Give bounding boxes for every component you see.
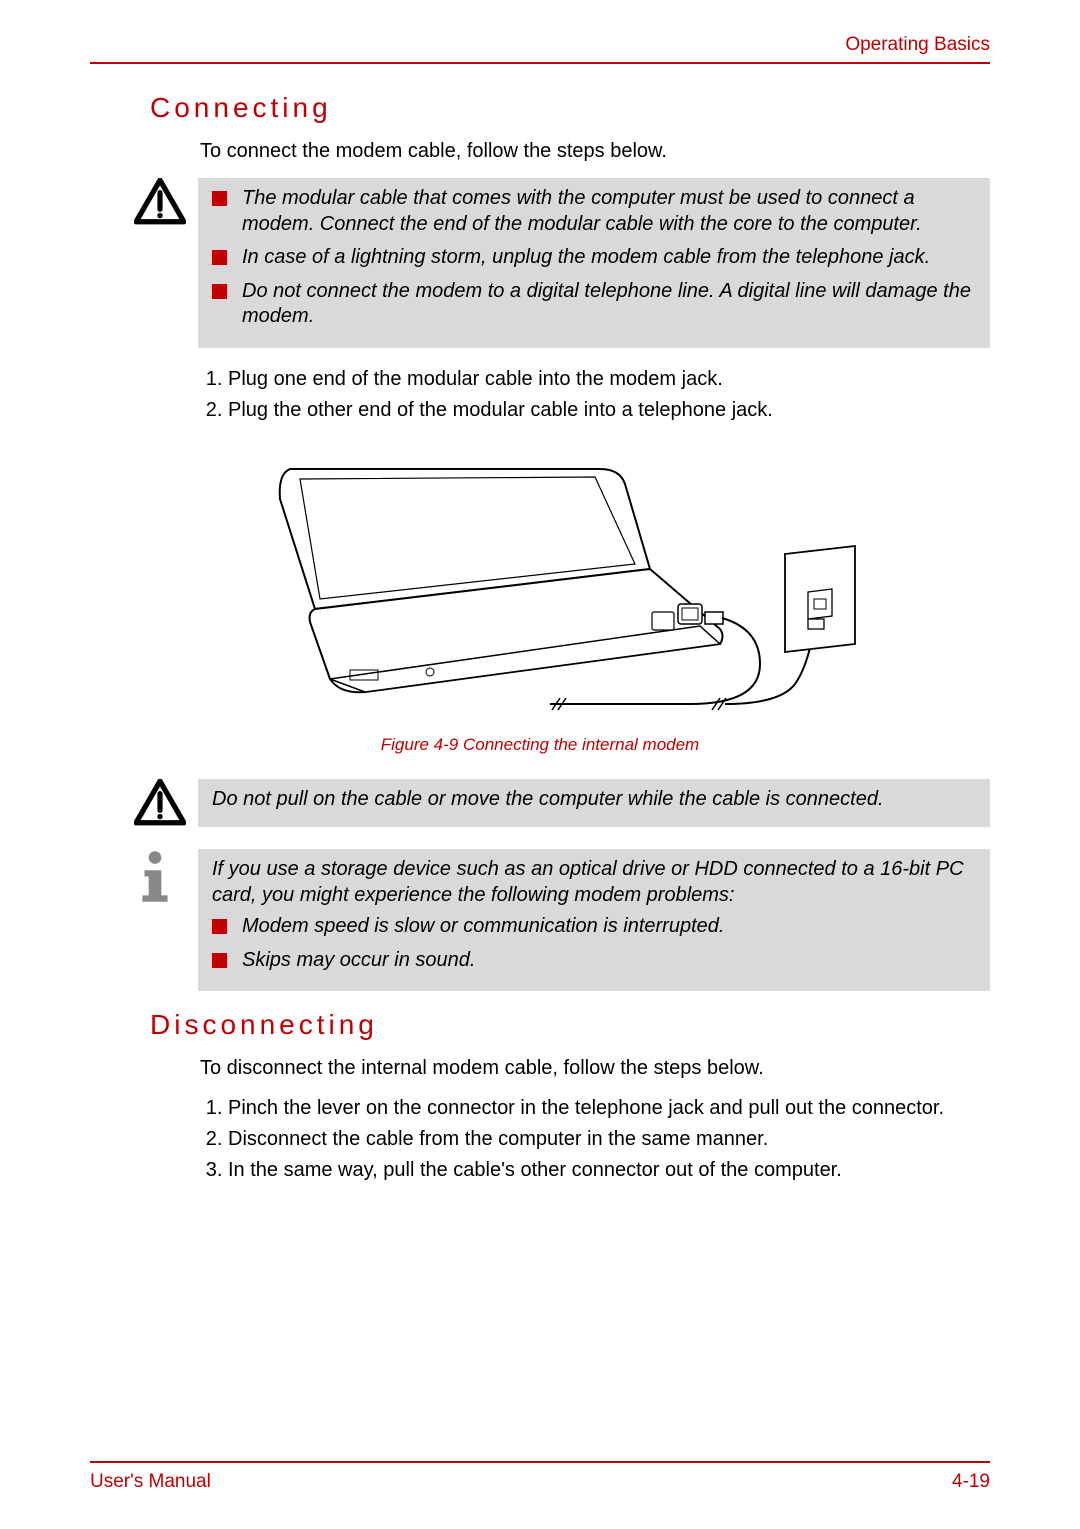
step-item: Plug the other end of the modular cable …	[228, 397, 990, 424]
disconnecting-steps: Pinch the lever on the connector in the …	[200, 1095, 990, 1184]
warning-callout: The modular cable that comes with the co…	[90, 178, 990, 348]
info-item: Modem speed is slow or communication is …	[212, 914, 976, 940]
header-rule	[90, 62, 990, 64]
warning-item: In case of a lightning storm, unplug the…	[212, 245, 976, 271]
step-item: Pinch the lever on the connector in the …	[228, 1095, 990, 1122]
caution-text: Do not pull on the cable or move the com…	[212, 787, 976, 813]
figure-modem	[90, 454, 990, 719]
heading-connecting: Connecting	[150, 92, 990, 124]
info-callout: If you use a storage device such as an o…	[90, 849, 990, 991]
connecting-steps: Plug one end of the modular cable into t…	[200, 366, 990, 424]
connecting-intro: To connect the modem cable, follow the s…	[200, 138, 990, 164]
footer-left: User's Manual	[90, 1471, 211, 1493]
step-item: Plug one end of the modular cable into t…	[228, 366, 990, 393]
figure-caption: Figure 4-9 Connecting the internal modem	[90, 735, 990, 755]
info-icon	[134, 849, 186, 909]
warning-item: The modular cable that comes with the co…	[212, 186, 976, 237]
warning-icon	[134, 779, 186, 831]
header-section-label: Operating Basics	[90, 34, 990, 56]
step-item: Disconnect the cable from the computer i…	[228, 1126, 990, 1153]
footer-right: 4-19	[952, 1471, 990, 1493]
warning-item: Do not connect the modem to a digital te…	[212, 279, 976, 330]
heading-disconnecting: Disconnecting	[150, 1009, 990, 1041]
warning-icon	[134, 178, 186, 230]
footer-rule	[90, 1461, 990, 1463]
disconnecting-intro: To disconnect the internal modem cable, …	[200, 1055, 990, 1081]
step-item: In the same way, pull the cable's other …	[228, 1157, 990, 1184]
info-item: Skips may occur in sound.	[212, 948, 976, 974]
caution-callout: Do not pull on the cable or move the com…	[90, 779, 990, 831]
info-intro: If you use a storage device such as an o…	[212, 857, 976, 908]
